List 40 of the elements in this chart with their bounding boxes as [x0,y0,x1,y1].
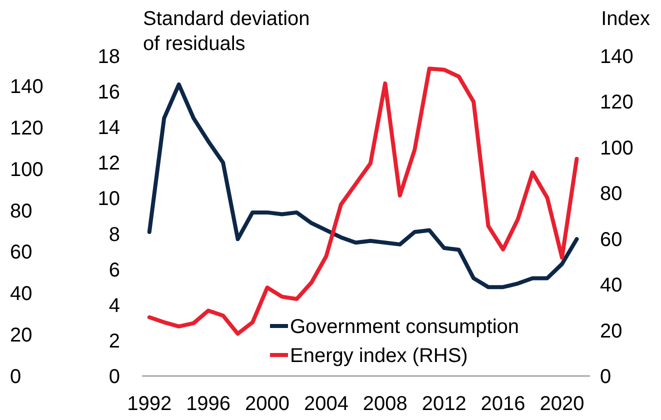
y-axis-title: Standard deviation of residuals [143,8,310,55]
y3-tick-label: 20 [10,324,32,347]
legend-label: Government consumption [290,316,520,338]
y3-tick-label: 0 [10,366,22,388]
x-tick-label: 2008 [362,393,408,415]
y2-tick-label: 20 [600,320,622,342]
legend-label: Energy index (RHS) [290,345,468,367]
y3-tick-label: 100 [10,158,44,181]
y3-tick-label: 40 [10,283,32,306]
y-tick-label: 4 [108,294,120,317]
y-tick-label: 10 [98,188,120,210]
y2-tick-label: 60 [600,228,622,251]
x-tick-label: 1992 [127,393,172,415]
x-tick-label: 2020 [540,393,584,415]
x-tick-label: 2016 [480,393,526,415]
x-tick-label: 2000 [245,393,290,415]
y2-tick-label: 40 [600,274,622,297]
y-tick-label: 2 [108,330,120,352]
y3-tick-label: 120 [10,117,44,140]
y2-tick-label: 120 [600,92,634,114]
x-tick-label: 2004 [304,393,348,415]
y2-tick-label: 100 [600,137,634,160]
line-series [147,82,579,290]
y-tick-label: 12 [98,152,120,175]
y2-tick-label: 140 [600,46,634,68]
y2-axis-title: Index [601,8,650,30]
x-tick-label: 2012 [422,393,466,415]
y2-tick-label: 80 [600,183,622,206]
y-tick-label: 16 [98,82,120,104]
y3-tick-label: 60 [10,242,32,264]
y-tick-label: 18 [98,46,120,68]
y3-tick-label: 140 [10,76,44,98]
y-tick-label: 0 [108,366,120,388]
y-tick-label: 14 [98,117,120,140]
line-series [147,66,579,336]
y2-tick-label: 0 [600,366,612,388]
y-tick-label: 6 [108,259,120,282]
y-tick-label: 8 [108,224,120,246]
y3-tick-label: 80 [10,200,32,222]
x-tick-label: 1996 [186,393,231,415]
